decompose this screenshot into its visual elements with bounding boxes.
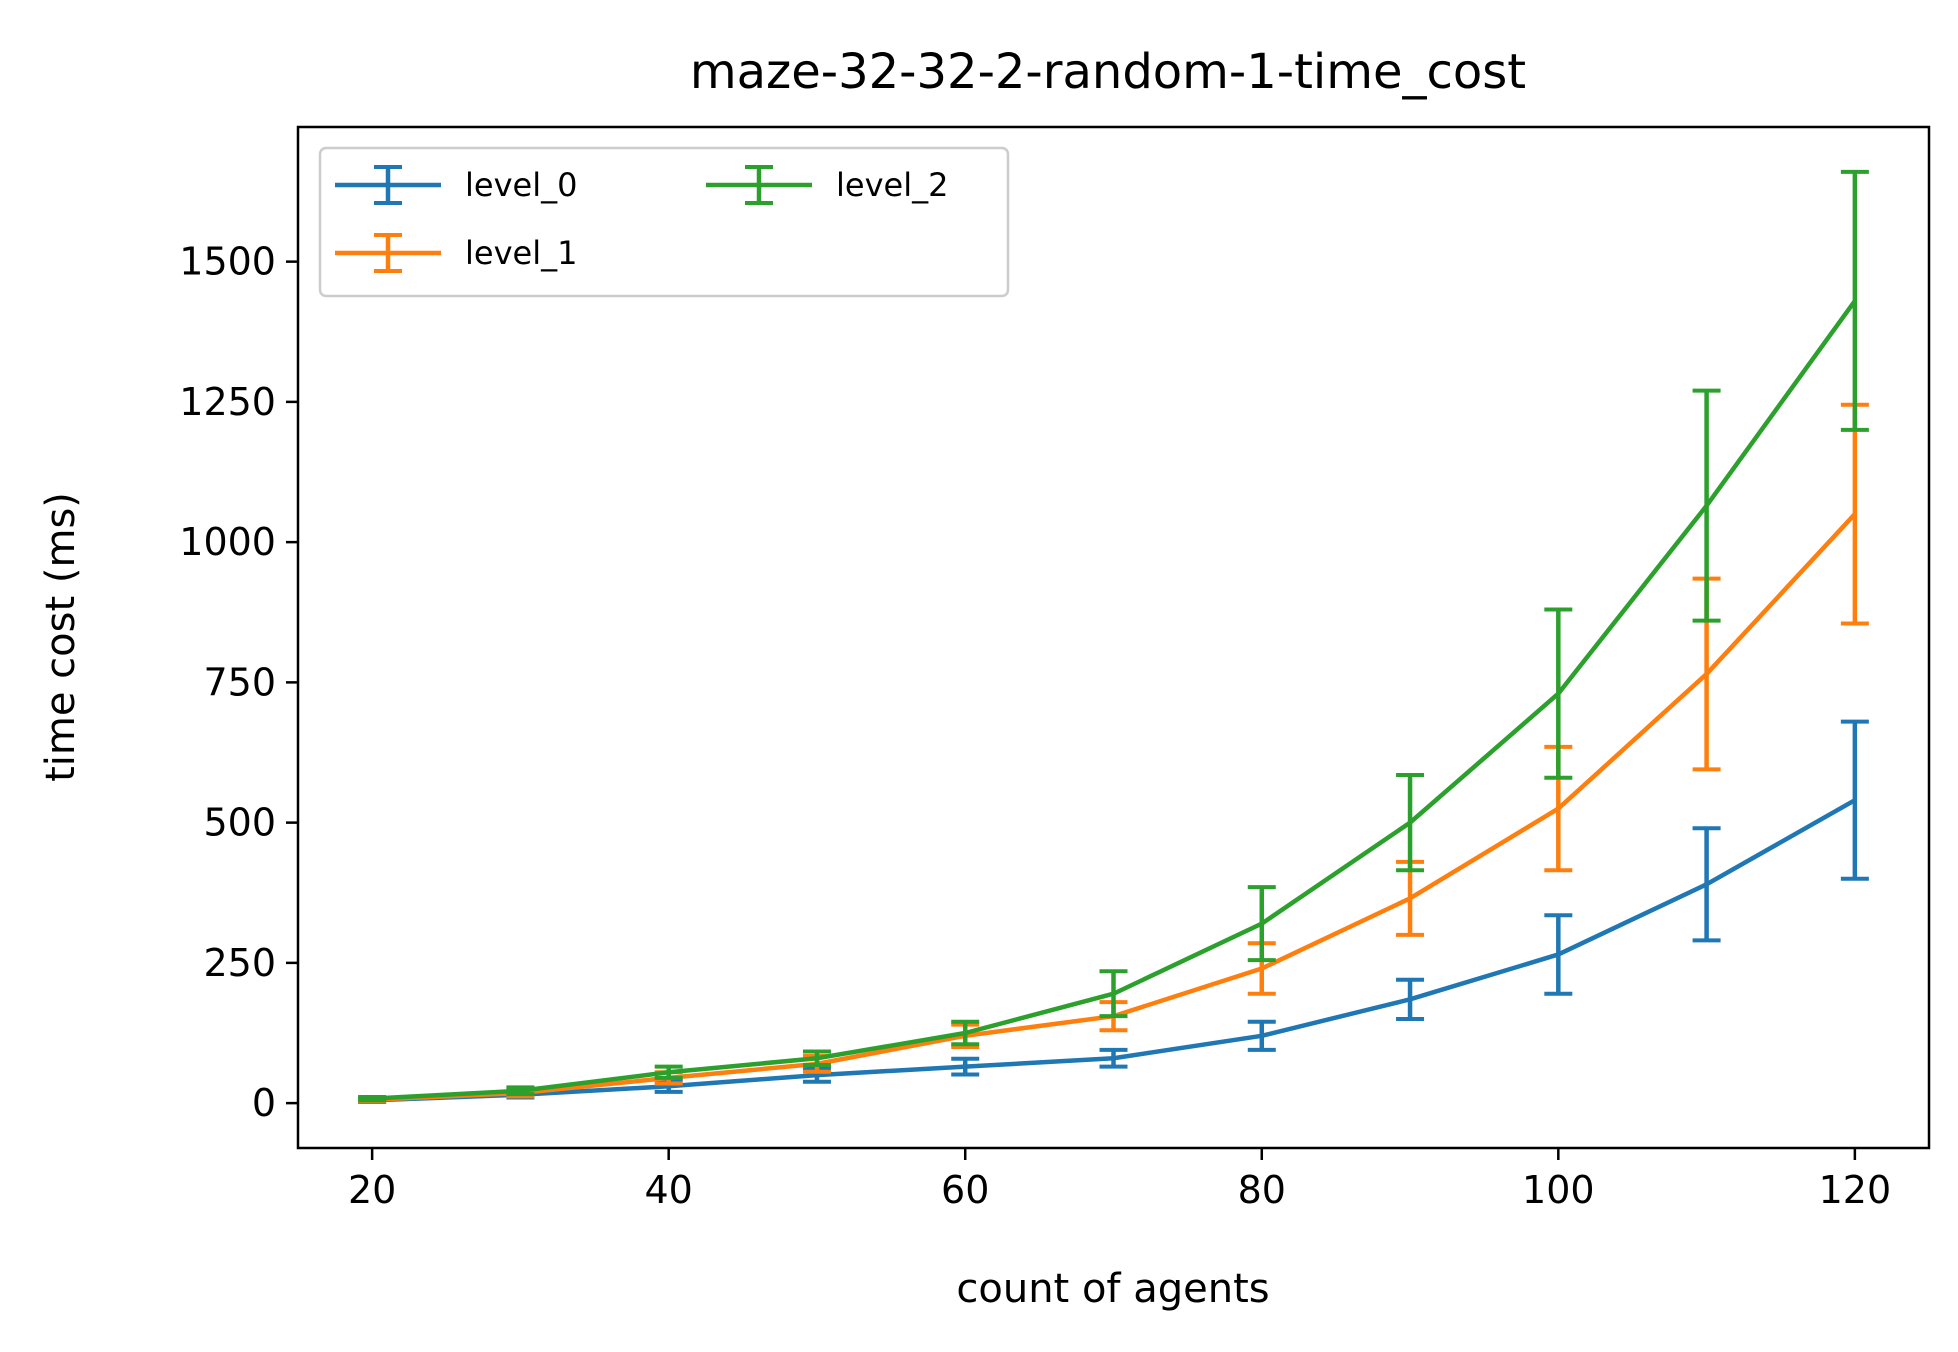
x-axis: 20 40 60 80 100 120 [348,1148,1891,1212]
y-tick-label: 1000 [179,520,276,564]
x-tick-label: 80 [1238,1168,1286,1212]
chart-title: maze-32-32-2-random-1-time_cost [690,44,1526,100]
legend-label: level_1 [465,234,577,272]
legend-label: level_0 [465,166,577,204]
y-axis-label: time cost (ms) [38,492,84,782]
x-axis-label: count of agents [956,1266,1269,1312]
legend-frame [318,146,1010,298]
series-level-2 [358,169,1869,1103]
y-axis: 0 250 500 750 1000 1250 1500 [179,240,298,1125]
legend-item-level-1: level_1 [335,233,577,273]
x-tick-label: 20 [348,1168,396,1212]
series-layer [358,169,1869,1104]
x-tick-label: 120 [1819,1168,1892,1212]
legend-item-level-0: level_0 [335,165,577,205]
legend-item-level-2: level_2 [706,165,948,205]
x-tick-label: 60 [941,1168,989,1212]
legend: level_0 level_1 level_2 [318,146,1010,298]
y-tick-label: 250 [203,941,276,985]
y-tick-label: 1500 [179,240,276,284]
y-tick-label: 0 [252,1081,276,1125]
x-tick-label: 40 [645,1168,693,1212]
y-tick-label: 1250 [179,380,276,424]
y-tick-label: 750 [203,660,276,704]
x-tick-label: 100 [1522,1168,1595,1212]
legend-label: level_2 [836,166,948,204]
plot-frame [296,125,1931,1150]
y-tick-label: 500 [203,801,276,845]
